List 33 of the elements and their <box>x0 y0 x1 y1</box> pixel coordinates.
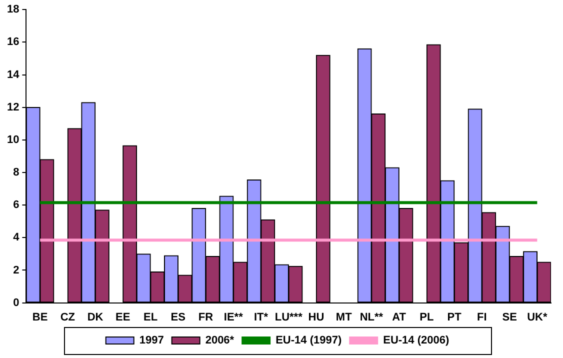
x-tick-label: SE <box>502 311 517 324</box>
x-tick-label: HU <box>308 311 324 324</box>
x-tick-label: PL <box>420 311 434 324</box>
legend-label: 2006* <box>205 334 235 347</box>
x-tick-label: FI <box>477 311 487 324</box>
y-tick-label: 0 <box>13 296 20 309</box>
x-tick-label: AT <box>392 311 406 324</box>
x-tick-label: IE** <box>224 311 244 324</box>
x-tick-label: EE <box>116 311 130 324</box>
y-tick-label: 4 <box>13 232 20 244</box>
x-tick-label: DK <box>87 311 104 324</box>
x-tick-label: FR <box>198 311 214 324</box>
x-tick-label: EL <box>143 311 158 324</box>
x-tick-label: IT* <box>254 311 269 324</box>
y-tick-label: 10 <box>6 134 20 146</box>
y-tick-label: 2 <box>13 264 20 276</box>
y-tick-label: 14 <box>6 68 20 81</box>
y-tick-label: 6 <box>13 199 20 212</box>
legend-label: EU-14 (1997) <box>276 334 342 347</box>
y-tick-label: 16 <box>6 36 20 48</box>
x-tick-label: NL** <box>360 311 384 324</box>
x-tick-label: UK* <box>527 311 548 324</box>
x-tick-label: ES <box>170 311 186 324</box>
x-tick-label: MT <box>336 311 352 324</box>
legend-label: 1997 <box>139 334 164 347</box>
x-tick-label: LU*** <box>274 311 304 324</box>
y-tick-label: 12 <box>6 101 20 114</box>
x-tick-label: PT <box>447 311 462 324</box>
y-tick-label: 18 <box>6 4 20 16</box>
x-tick-label: CZ <box>60 311 76 324</box>
y-tick-label: 8 <box>13 166 20 179</box>
x-tick-label: BE <box>32 311 48 324</box>
legend-label: EU-14 (2006) <box>383 334 450 347</box>
